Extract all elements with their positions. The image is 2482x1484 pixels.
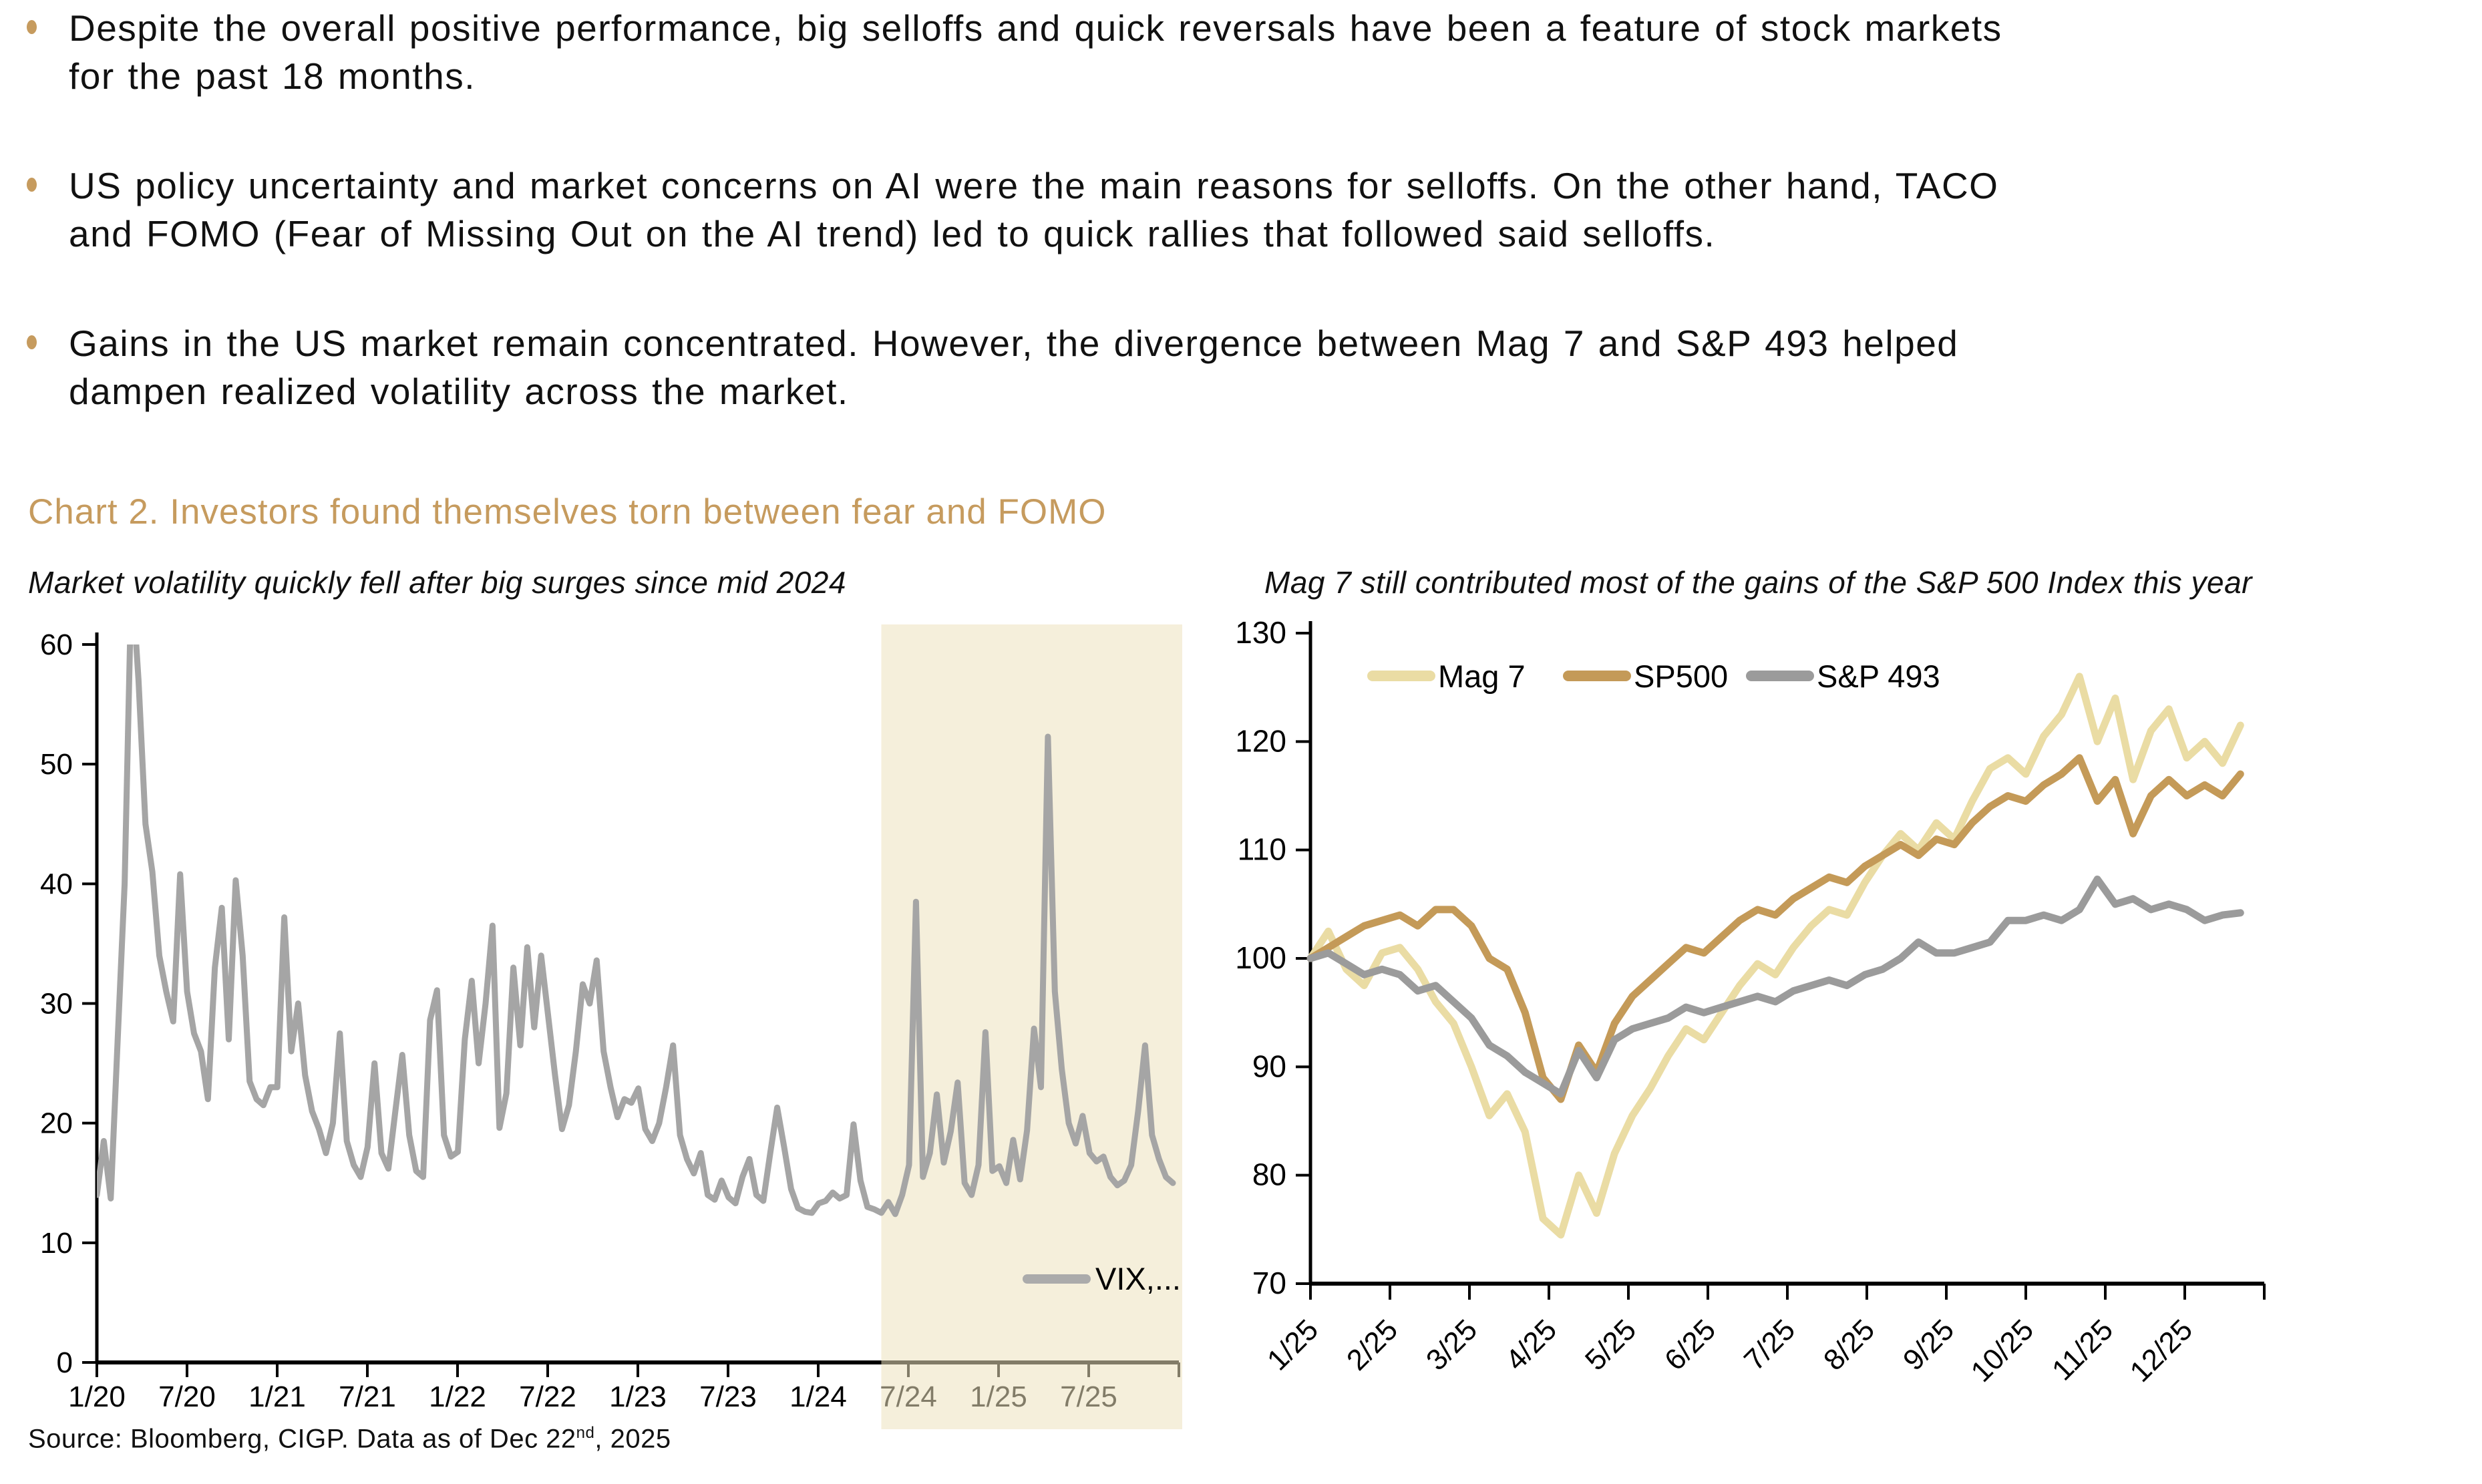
y-tick-label: 20 xyxy=(40,1107,73,1140)
right-chart-subtitle: Mag 7 still contributed most of the gain… xyxy=(1264,565,2252,600)
legend-label-1: Mag 7 xyxy=(1438,659,1526,694)
x-tick-label: 1/23 xyxy=(609,1380,667,1413)
bullet-marker-icon xyxy=(27,178,37,192)
bullet-text: Despite the overall positive performance… xyxy=(69,7,2002,98)
y-tick-label: 70 xyxy=(1252,1266,1286,1300)
y-tick-label: 0 xyxy=(57,1346,73,1379)
bullet-item: Despite the overall positive performance… xyxy=(27,4,2425,100)
bullet-text: Gains in the US market remain concentrat… xyxy=(69,323,1959,413)
x-tick-label: 7/21 xyxy=(339,1380,396,1413)
x-tick-label: 3/25 xyxy=(1420,1313,1483,1376)
source-text-suffix: , 2025 xyxy=(594,1424,671,1454)
x-tick-label: 4/25 xyxy=(1499,1313,1563,1376)
y-tick-label: 90 xyxy=(1252,1049,1286,1083)
series-line-mag-7 xyxy=(1306,673,2244,1239)
y-tick-label: 120 xyxy=(1236,723,1286,758)
series-line-s-p-493 xyxy=(1306,876,2244,1098)
x-tick-label: 12/25 xyxy=(2124,1313,2199,1388)
bullet-list: Despite the overall positive performance… xyxy=(27,4,2425,477)
vix-volatility-chart: 1/207/201/217/211/227/221/237/231/247/24… xyxy=(40,624,1182,1429)
x-tick-label: 1/21 xyxy=(248,1380,306,1413)
x-tick-label: 7/20 xyxy=(158,1380,216,1413)
y-tick-label: 110 xyxy=(1238,832,1286,867)
vix-series-line xyxy=(97,644,1176,1218)
bullet-item: Gains in the US market remain concentrat… xyxy=(27,319,2425,415)
x-tick-label: 6/25 xyxy=(1658,1313,1722,1376)
x-tick-label: 1/25 xyxy=(1261,1313,1324,1376)
y-tick-label: 30 xyxy=(40,988,73,1021)
y-tick-label: 80 xyxy=(1252,1157,1286,1192)
chart-section-title: Chart 2. Investors found themselves torn… xyxy=(28,492,1107,532)
y-tick-label: 130 xyxy=(1236,615,1286,650)
vix-legend-label: VIX,... xyxy=(1095,1261,1181,1296)
x-tick-label: 2/25 xyxy=(1341,1313,1404,1376)
source-text: Source: Bloomberg, CIGP. Data as of Dec … xyxy=(28,1424,576,1454)
y-tick-label: 100 xyxy=(1236,940,1286,975)
source-line: Source: Bloomberg, CIGP. Data as of Dec … xyxy=(28,1424,671,1454)
mag7-sp500-performance-chart: 70 80 90 100 110 120 130 1/25 2/25 3/25 4/25 5/25 6/… xyxy=(1236,615,2266,1388)
y-tick-label: 10 xyxy=(40,1227,73,1260)
x-tick-label: 7/22 xyxy=(519,1380,576,1413)
bullet-marker-icon xyxy=(27,335,37,350)
x-tick-label: 1/24 xyxy=(789,1380,847,1413)
x-tick-label: 7/25 xyxy=(1738,1313,1801,1376)
legend-label-3: S&P 493 xyxy=(1817,659,1940,694)
x-tick-label: 5/25 xyxy=(1579,1313,1642,1376)
x-tick-label: 1/22 xyxy=(429,1380,486,1413)
x-tick-label: 1/20 xyxy=(68,1380,126,1413)
x-tick-label: 8/25 xyxy=(1817,1313,1881,1376)
source-superscript: nd xyxy=(576,1424,595,1442)
bullet-item: US policy uncertainty and market concern… xyxy=(27,162,2425,258)
x-tick-label: 11/25 xyxy=(2046,1313,2119,1386)
y-tick-label: 60 xyxy=(40,628,73,661)
bullet-text: US policy uncertainty and market concern… xyxy=(69,165,1999,255)
left-chart-subtitle: Market volatility quickly fell after big… xyxy=(28,565,846,600)
bullet-marker-icon xyxy=(27,20,37,34)
x-tick-label: 7/23 xyxy=(699,1380,757,1413)
y-tick-label: 50 xyxy=(40,748,73,781)
x-tick-label: 9/25 xyxy=(1897,1313,1960,1376)
y-tick-label: 40 xyxy=(40,868,73,900)
legend-label-2: SP500 xyxy=(1634,659,1728,694)
x-tick-label: 10/25 xyxy=(1965,1313,2041,1388)
series-line-sp500 xyxy=(1306,754,2244,1103)
